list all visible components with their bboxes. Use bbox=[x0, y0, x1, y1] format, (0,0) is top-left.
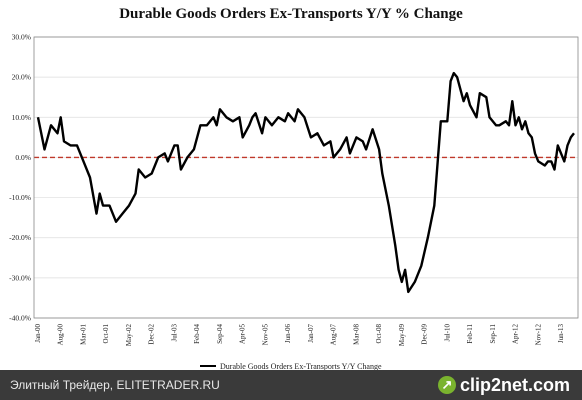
x-tick-label: Jun-06 bbox=[284, 324, 292, 344]
x-tick-label: Feb-11 bbox=[466, 324, 474, 344]
footer-watermark-text: Элитный Трейдер, ELITETRADER.RU bbox=[10, 378, 220, 392]
legend-line-swatch bbox=[200, 365, 216, 367]
arrow-up-icon: ↗ bbox=[437, 376, 456, 394]
y-tick-label: -40.0% bbox=[9, 314, 31, 323]
x-tick-label: Sep-11 bbox=[489, 324, 497, 344]
x-tick-label: May-09 bbox=[398, 324, 406, 347]
y-tick-label: -30.0% bbox=[9, 273, 31, 282]
x-tick-label: Dec-02 bbox=[148, 324, 156, 345]
x-tick-label: Jan-07 bbox=[307, 324, 315, 343]
y-axis-ticks: 30.0% 20.0% 10.0% 0.0% -10.0% -20.0% -30.0% -40… bbox=[9, 33, 31, 323]
x-tick-label: Aug-07 bbox=[330, 324, 338, 346]
x-tick-label: Aug-00 bbox=[57, 324, 65, 346]
x-tick-label: Sep-04 bbox=[216, 324, 224, 344]
grid-layer bbox=[34, 36, 578, 319]
y-tick-label: 10.0% bbox=[12, 113, 31, 122]
chart-svg: 30.0% 20.0% 10.0% 0.0% -10.0% -20.0% -30.0% -40… bbox=[9, 33, 579, 347]
x-tick-label: May-02 bbox=[125, 324, 133, 347]
footer-bar: Элитный Трейдер, ELITETRADER.RU ↗ clip2n… bbox=[0, 370, 582, 400]
y-tick-label: 30.0% bbox=[12, 33, 31, 42]
x-axis-ticks: Jan-00 Aug-00 Mar-01 Oct-01 May-02 Dec-02 Jul-… bbox=[34, 324, 565, 347]
y-tick-label: 0.0% bbox=[15, 153, 31, 162]
plot-frame bbox=[33, 36, 579, 319]
x-tick-label: Jul-10 bbox=[443, 324, 451, 342]
chart-title: Durable Goods Orders Ex-Transports Y/Y %… bbox=[119, 6, 463, 22]
legend: Durable Goods Orders Ex-Transports Y/Y C… bbox=[200, 360, 382, 372]
x-tick-label: Oct-01 bbox=[102, 324, 110, 344]
x-tick-label: Apr-12 bbox=[512, 324, 520, 345]
x-tick-label: Feb-04 bbox=[193, 324, 201, 344]
clip2net-logo: ↗ clip2net.com bbox=[437, 373, 570, 397]
x-tick-label: Jun-13 bbox=[557, 324, 565, 344]
series-line bbox=[36, 71, 575, 294]
x-tick-label: Nov-12 bbox=[534, 324, 542, 346]
x-tick-label: Mar-08 bbox=[352, 324, 360, 345]
x-tick-label: Jan-00 bbox=[34, 324, 42, 343]
x-tick-label: Apr-05 bbox=[239, 324, 247, 345]
y-tick-label: 20.0% bbox=[12, 73, 31, 82]
legend-label: Durable Goods Orders Ex-Transports Y/Y C… bbox=[220, 361, 382, 371]
x-tick-label: Oct-08 bbox=[375, 324, 383, 344]
x-tick-label: Dec-09 bbox=[421, 324, 429, 345]
y-tick-label: -20.0% bbox=[9, 233, 31, 242]
x-tick-label: Jul-03 bbox=[170, 324, 178, 342]
x-tick-label: Mar-01 bbox=[79, 324, 87, 345]
x-tick-label: Nov-05 bbox=[261, 324, 269, 346]
y-tick-label: -10.0% bbox=[9, 193, 31, 202]
clip2net-logo-text: clip2net.com bbox=[459, 374, 570, 395]
